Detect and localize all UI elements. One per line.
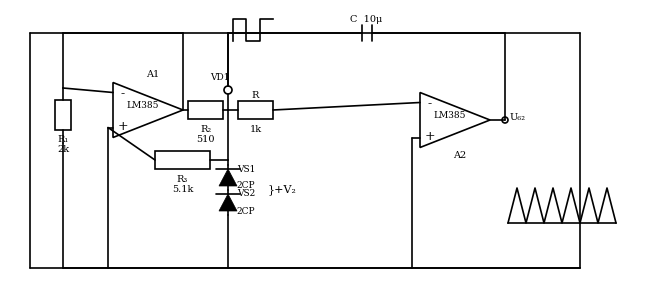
Text: 510: 510: [196, 134, 214, 144]
Text: LM385: LM385: [434, 111, 466, 119]
Bar: [155, 151, 210, 169]
Bar: [55, 100, 71, 130]
Text: 5.1k: 5.1k: [172, 184, 193, 193]
Text: +: +: [424, 130, 436, 142]
Text: R₁: R₁: [57, 136, 69, 145]
Polygon shape: [219, 194, 237, 211]
Text: -: -: [121, 88, 125, 100]
Text: A2: A2: [454, 151, 467, 160]
Text: A1: A1: [146, 70, 160, 79]
Text: VD1: VD1: [210, 72, 229, 81]
Bar: [238, 101, 273, 119]
Text: R₂: R₂: [200, 125, 211, 134]
Text: R₃: R₃: [177, 175, 188, 184]
Text: 2CP: 2CP: [237, 207, 255, 215]
Text: +: +: [118, 119, 128, 133]
Text: C  10μ: C 10μ: [350, 15, 383, 24]
Text: -: -: [428, 97, 432, 111]
Text: }+V₂: }+V₂: [268, 184, 297, 195]
Text: 1k: 1k: [250, 125, 261, 134]
Text: 2k: 2k: [57, 145, 69, 154]
Bar: [188, 101, 223, 119]
Polygon shape: [219, 169, 237, 186]
Text: 2CP: 2CP: [237, 181, 255, 190]
Text: R: R: [252, 91, 259, 100]
Text: U₆₂: U₆₂: [510, 114, 526, 122]
Text: VS1: VS1: [237, 164, 255, 173]
Text: VS2: VS2: [237, 190, 255, 198]
Text: LM385: LM385: [127, 100, 159, 109]
